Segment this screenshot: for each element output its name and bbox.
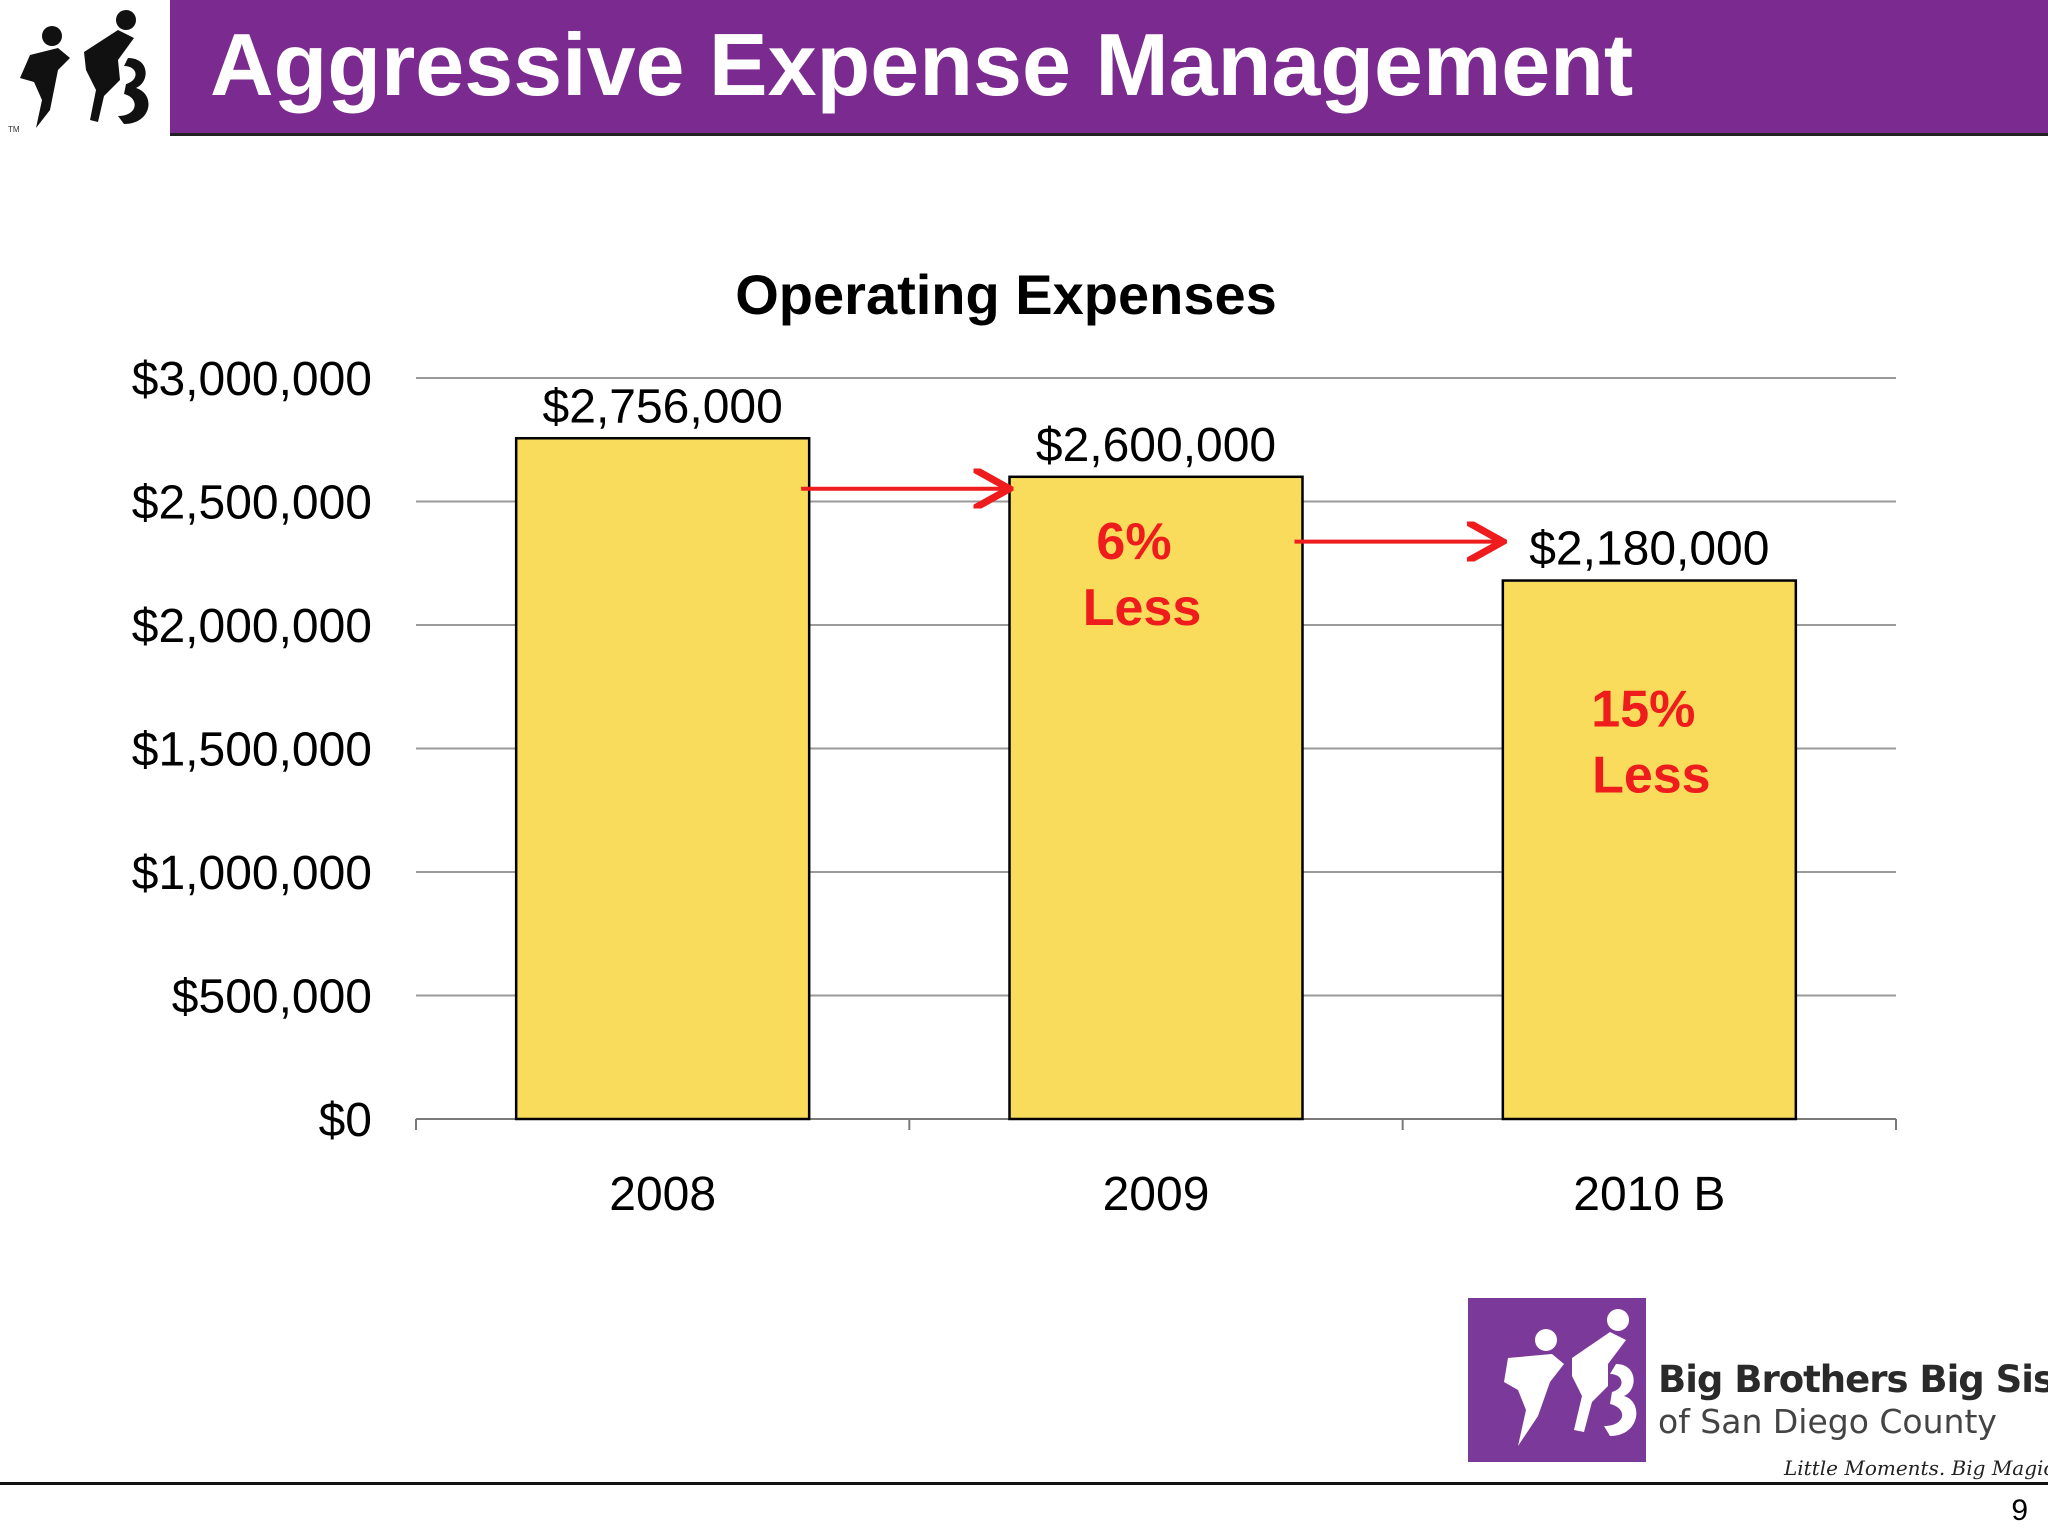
x-category-label: 2010 B [1573,1168,1725,1221]
reduction-percent: 15% [1591,681,1695,739]
y-tick-label: $1,000,000 [132,847,372,900]
brand-name: Big Brothers Big Sisters [1658,1358,2048,1401]
brand-tagline: Little Moments. Big Magic.™ [1784,1456,2048,1480]
bar-2008 [514,437,811,1121]
x-category-label: 2008 [609,1168,716,1221]
bar-value-label: $2,180,000 [1529,523,1769,576]
y-tick-label: $2,000,000 [132,600,372,653]
slide-title: Aggressive Expense Management [210,15,1634,114]
x-category-label: 2009 [1103,1168,1210,1221]
footer-rule [0,1482,2048,1485]
brand-mark [1468,1298,1646,1462]
y-tick-label: $3,000,000 [132,353,372,406]
y-tick-label: $2,500,000 [132,477,372,530]
header-logo: TM [0,0,170,136]
bar-value-label: $2,756,000 [543,380,783,433]
y-tick-label: $500,000 [172,971,372,1024]
operating-expenses-chart: Operating Expenses $0 $500,000 $1,000,000 $… [132,263,1897,1221]
page-number: 9 [2011,1494,2028,1527]
bar-2009 [1008,475,1304,1121]
svg-text:TM: TM [8,125,20,134]
y-tick-label: $0 [319,1094,372,1147]
bar-2010-b [1501,579,1798,1121]
y-tick-label: $1,500,000 [132,724,372,777]
brand-logo: Big Brothers Big Sisters of San Diego Co… [1468,1298,2048,1480]
bbbs-figures-logo-icon: TM [8,10,149,134]
title-bar: Aggressive Expense Management [170,0,2048,136]
bar-value-label: $2,600,000 [1036,419,1276,472]
reduction-word: Less [1083,579,1202,637]
reduction-percent: 6% [1096,513,1171,571]
brand-subtitle: of San Diego County [1658,1402,1997,1441]
chart-title: Operating Expenses [735,263,1277,326]
reduction-word: Less [1592,747,1711,805]
brand-figures-icon [1504,1309,1637,1446]
